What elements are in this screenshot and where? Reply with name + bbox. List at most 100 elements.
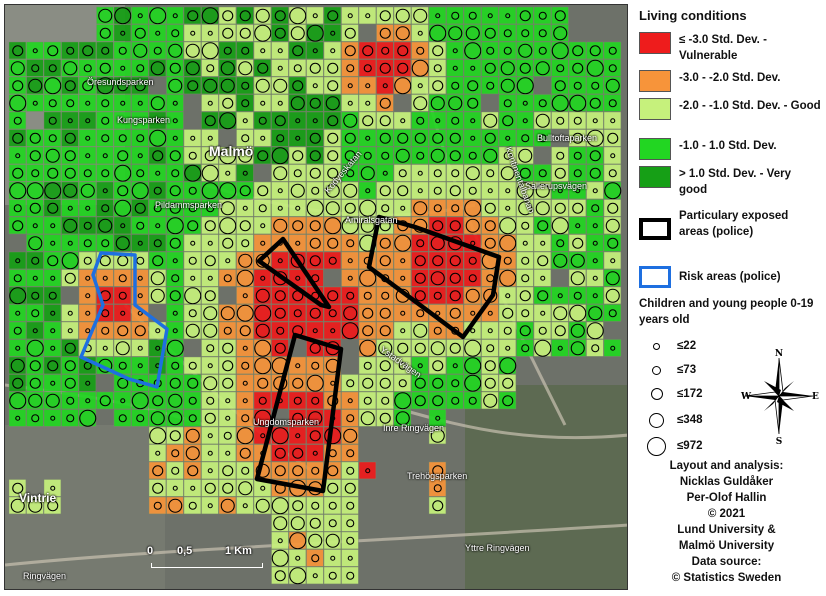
children-circle [379,185,391,197]
grid-cell [78,41,97,60]
children-circle [365,135,371,141]
grid-cell [201,461,219,480]
children-circle [554,80,566,92]
grid-cell [78,129,97,147]
grid-cell [26,286,44,305]
children-circle [12,220,24,232]
children-circle [449,272,461,284]
children-circle [155,223,161,229]
grid-cell [166,286,184,305]
grid-cell [516,321,534,340]
children-circle [67,205,73,211]
legend-item-exposed-areas: Particulary exposed areas (police) [639,208,822,240]
children-circle [347,83,353,89]
children-circle [13,204,22,213]
children-circle [171,466,180,475]
grid-cell [131,59,149,77]
children-circle [188,309,197,318]
compass-n: N [775,349,783,359]
children-circle [395,411,410,426]
grid-cell [8,111,27,130]
grid-cell [586,76,604,95]
children-circle [346,379,355,388]
children-circle [207,30,213,36]
children-circle [15,345,21,351]
children-circle [153,204,162,213]
children-circle [433,186,442,195]
grid-cell [288,111,307,130]
grid-cell [341,549,359,567]
children-circle [502,307,514,319]
children-circle [432,465,444,477]
grid-cell [43,164,62,182]
grid-cell [253,111,272,130]
children-circle [155,118,161,124]
children-circle [328,309,337,318]
road-0 [5,523,627,567]
grid-cell [61,76,79,95]
grid-cell [113,356,132,375]
children-circle [432,360,444,372]
children-circle [347,100,353,106]
children-circle [222,342,234,354]
children-circle [273,78,288,93]
children-circle [516,77,534,95]
children-circle [311,186,320,195]
children-circle [325,183,340,198]
children-circle [397,45,409,57]
children-circle [99,27,111,39]
children-circle [521,256,530,265]
children-circle [344,202,356,214]
credits-source: © Statistics Sweden [671,572,782,584]
children-circle [137,240,143,246]
grid-cell [533,164,552,182]
children-circle [327,132,339,144]
children-circle [241,81,250,90]
grid-cell [166,181,184,200]
children-circle [64,360,76,372]
grid-cell [516,269,534,287]
children-circle [64,272,76,284]
children-circle [328,256,337,265]
children-circle [98,218,113,233]
grid-cell [201,339,219,357]
children-circle [120,118,126,124]
children-circle [114,7,132,25]
grid-cell [96,111,114,130]
grid-cell [201,24,219,42]
children-circle [381,151,390,160]
grid-cell [323,321,342,340]
grid-cell [376,181,394,200]
grid-cell [61,409,79,427]
children-circle [499,217,517,235]
children-circle [569,304,587,322]
children-circle [98,8,113,23]
grid-cell [306,514,324,532]
children-circle [433,169,442,178]
children-circle [362,325,374,337]
grid-cell [236,444,254,462]
grid-cell [166,251,184,270]
grid-cell [463,181,482,200]
grid-cell [376,41,394,60]
children-circle [241,414,250,423]
children-circle [347,13,353,19]
children-circle [255,78,270,93]
grid-cell [411,234,429,252]
children-circle [312,118,318,124]
grid-cell [253,216,272,235]
children-circle [346,571,355,580]
grid-cell [533,304,552,322]
label-amiralsgatan: Amiralsgatan [345,215,398,225]
children-circle [344,150,356,162]
grid-cell [26,251,44,270]
children-circle [254,304,272,322]
grid-cell [551,59,569,77]
children-circle [274,465,286,477]
children-circle [29,132,41,144]
children-circle [66,396,75,405]
children-circle [85,380,91,386]
grid-cell [26,409,44,427]
children-circle [80,183,95,198]
children-circle [271,497,289,515]
